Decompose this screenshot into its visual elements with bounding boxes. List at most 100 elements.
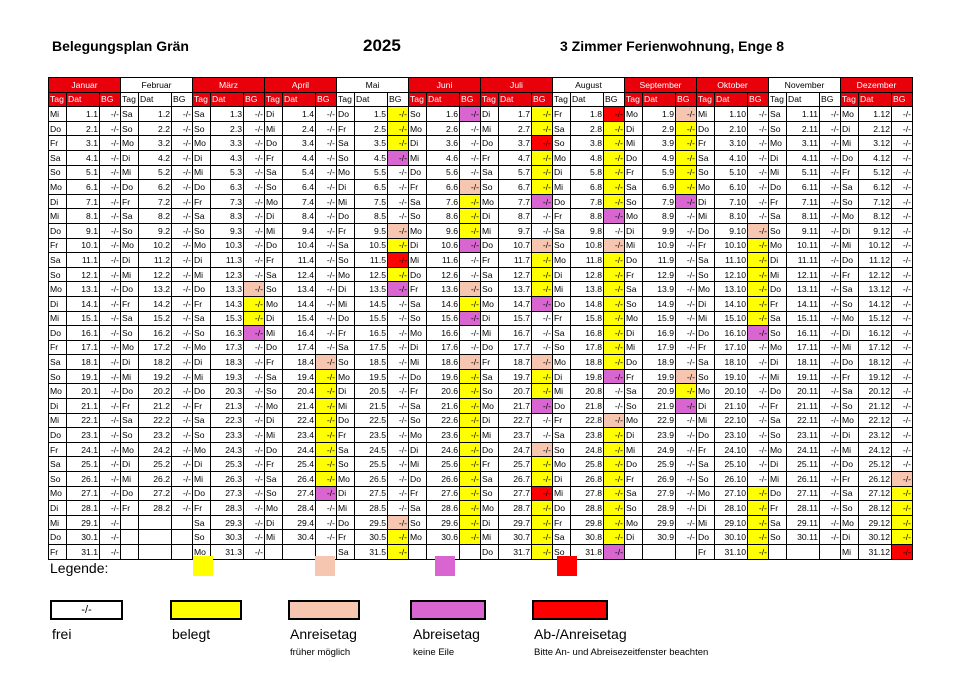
weekday-cell: So bbox=[552, 237, 571, 254]
table-row: Mi 8.1 -/- Sa 8.2 -/- Sa 8.3 -/- Di 8.4 -/- Do 8.5 -/-… bbox=[48, 208, 913, 224]
status-cell: -/- bbox=[675, 339, 697, 356]
date-cell: 13.1 bbox=[66, 281, 100, 297]
date-cell: 25.3 bbox=[210, 456, 244, 473]
status-cell: -/- bbox=[171, 135, 193, 151]
date-cell: 27.5 bbox=[354, 485, 388, 502]
weekday-cell: Sa bbox=[552, 427, 571, 443]
status-cell: -/- bbox=[243, 354, 265, 370]
status-cell: -/- bbox=[387, 529, 409, 545]
weekday-cell: Fr bbox=[48, 441, 67, 458]
status-cell: -/- bbox=[675, 514, 697, 531]
status-cell: -/- bbox=[99, 383, 121, 400]
column-header-tag: Tag bbox=[480, 91, 499, 108]
column-header-dat: Dat bbox=[786, 91, 820, 108]
status-cell: -/- bbox=[171, 120, 193, 137]
weekday-cell: Fr bbox=[48, 237, 67, 254]
date-cell: 16.5 bbox=[354, 325, 388, 341]
weekday-cell: Sa bbox=[624, 179, 643, 195]
weekday-cell: Sa bbox=[624, 383, 643, 400]
date-cell: 17.11 bbox=[786, 339, 820, 356]
date-cell: 29.7 bbox=[498, 514, 532, 531]
weekday-cell: Fr bbox=[840, 368, 859, 385]
status-cell: -/- bbox=[171, 354, 193, 370]
status-cell: -/- bbox=[387, 514, 409, 531]
status-cell: -/- bbox=[891, 368, 913, 385]
weekday-cell: Mo bbox=[840, 412, 859, 429]
weekday-cell: Do bbox=[264, 135, 283, 151]
empty-cell bbox=[120, 514, 139, 531]
status-cell: -/- bbox=[747, 222, 769, 239]
date-cell: 7.1 bbox=[66, 193, 100, 210]
weekday-cell: Mi bbox=[696, 208, 715, 224]
date-cell: 23.11 bbox=[786, 427, 820, 443]
weekday-cell: So bbox=[120, 222, 139, 239]
date-cell: 3.12 bbox=[858, 135, 892, 151]
weekday-cell: Mo bbox=[480, 398, 499, 414]
weekday-cell: Do bbox=[840, 354, 859, 370]
status-cell: -/- bbox=[603, 500, 625, 516]
status-cell: -/- bbox=[459, 237, 481, 254]
date-cell: 22.3 bbox=[210, 412, 244, 429]
status-cell: -/- bbox=[747, 441, 769, 458]
status-cell: -/- bbox=[531, 354, 553, 370]
date-cell: 6.10 bbox=[714, 179, 748, 195]
weekday-cell: Di bbox=[120, 252, 139, 268]
date-cell: 22.2 bbox=[138, 412, 172, 429]
date-cell: 19.8 bbox=[570, 368, 604, 385]
status-cell: -/- bbox=[243, 237, 265, 254]
status-cell: -/- bbox=[603, 237, 625, 254]
date-cell: 17.12 bbox=[858, 339, 892, 356]
weekday-cell: Sa bbox=[552, 325, 571, 341]
status-cell: -/- bbox=[531, 295, 553, 312]
status-cell: -/- bbox=[459, 456, 481, 473]
empty-cell bbox=[120, 544, 139, 560]
weekday-cell: Mo bbox=[624, 106, 643, 122]
column-header-bg: BG bbox=[819, 91, 841, 108]
weekday-cell: Mi bbox=[768, 266, 787, 283]
date-cell: 18.2 bbox=[138, 354, 172, 370]
status-cell: -/- bbox=[747, 383, 769, 400]
date-cell: 4.11 bbox=[786, 149, 820, 166]
date-cell: 26.7 bbox=[498, 471, 532, 487]
date-cell: 10.11 bbox=[786, 237, 820, 254]
date-cell: 2.11 bbox=[786, 120, 820, 137]
weekday-cell: Do bbox=[696, 529, 715, 545]
status-cell: -/- bbox=[603, 193, 625, 210]
date-cell: 19.1 bbox=[66, 368, 100, 385]
weekday-cell: Fr bbox=[768, 500, 787, 516]
date-cell: 15.5 bbox=[354, 310, 388, 327]
status-cell: -/- bbox=[819, 368, 841, 385]
weekday-cell: Fr bbox=[840, 266, 859, 283]
status-cell: -/- bbox=[675, 456, 697, 473]
status-cell: -/- bbox=[531, 383, 553, 400]
status-cell: -/- bbox=[531, 135, 553, 151]
weekday-cell: Sa bbox=[408, 500, 427, 516]
weekday-cell: Do bbox=[336, 412, 355, 429]
status-cell: -/- bbox=[603, 514, 625, 531]
status-cell: -/- bbox=[747, 412, 769, 429]
weekday-cell: Di bbox=[624, 222, 643, 239]
status-cell: -/- bbox=[99, 252, 121, 268]
date-cell: 19.10 bbox=[714, 368, 748, 385]
status-cell: -/- bbox=[459, 339, 481, 356]
date-cell: 28.5 bbox=[354, 500, 388, 516]
status-cell: -/- bbox=[99, 354, 121, 370]
weekday-cell: Fr bbox=[264, 149, 283, 166]
status-cell: -/- bbox=[315, 295, 337, 312]
status-cell: -/- bbox=[675, 149, 697, 166]
status-cell: -/- bbox=[387, 237, 409, 254]
weekday-cell: Fr bbox=[552, 106, 571, 122]
column-header-tag: Tag bbox=[120, 91, 139, 108]
weekday-cell: Mi bbox=[264, 120, 283, 137]
date-cell: 4.6 bbox=[426, 149, 460, 166]
weekday-cell: Mo bbox=[840, 310, 859, 327]
weekday-cell: Do bbox=[624, 252, 643, 268]
status-cell: -/- bbox=[387, 164, 409, 181]
status-cell: -/- bbox=[819, 179, 841, 195]
empty-cell bbox=[675, 544, 697, 560]
weekday-cell: Do bbox=[192, 179, 211, 195]
month-header: Juli bbox=[480, 77, 553, 93]
status-cell: -/- bbox=[891, 237, 913, 254]
status-cell: -/- bbox=[243, 106, 265, 122]
weekday-cell: Mo bbox=[552, 456, 571, 473]
